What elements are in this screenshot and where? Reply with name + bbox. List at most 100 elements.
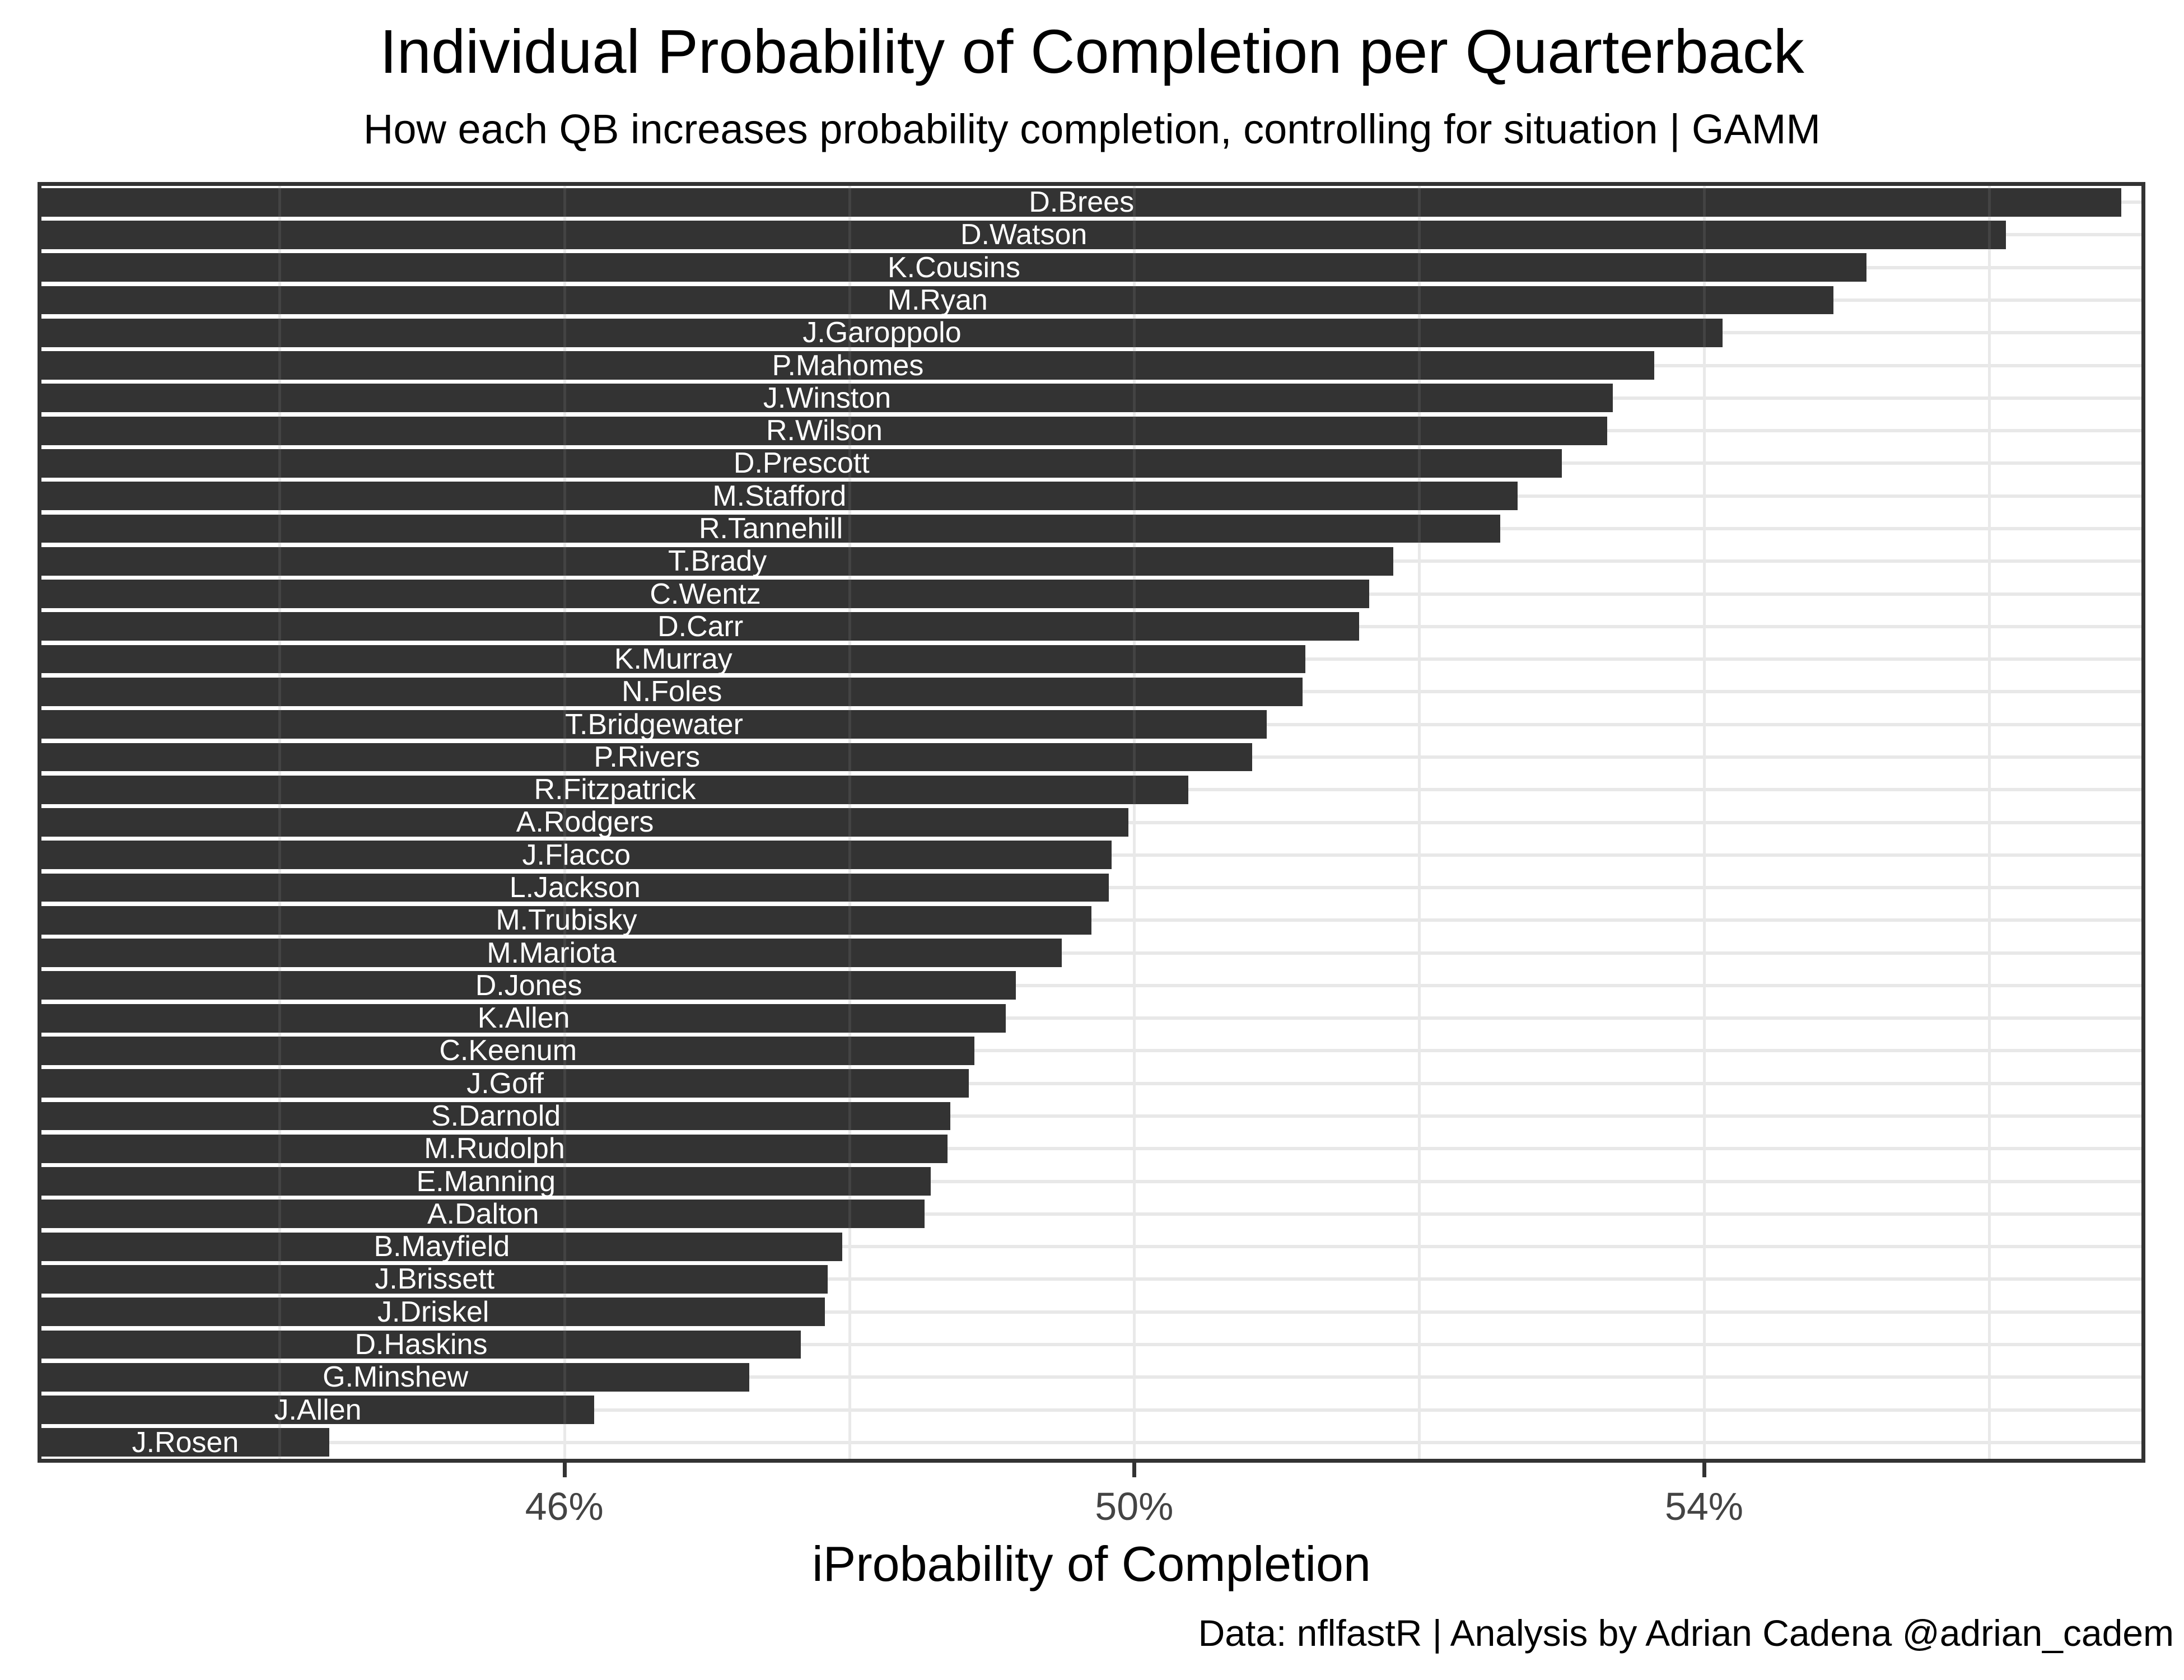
vertical-gridline-overlay: [1133, 186, 1136, 1459]
bar-m-ryan: M.Ryan: [41, 283, 1834, 316]
bar-a-rodgers: A.Rodgers: [41, 806, 1129, 839]
horizontal-gridline: [41, 1310, 2141, 1314]
bar-label: J.Rosen: [132, 1426, 239, 1459]
bar-t-bridgewater: T.Bridgewater: [41, 708, 1267, 741]
bar-d-brees: D.Brees: [41, 186, 2122, 219]
x-axis-tick-mark: [1702, 1463, 1706, 1477]
x-axis-tick-label: 46%: [525, 1485, 604, 1528]
horizontal-gridline: [41, 951, 2141, 955]
horizontal-gridline: [41, 1277, 2141, 1281]
bar-label: A.Dalton: [427, 1197, 539, 1230]
bar-label: K.Murray: [614, 643, 732, 676]
horizontal-gridline: [41, 1049, 2141, 1053]
bar-label: B.Mayfield: [374, 1230, 510, 1263]
bar-m-rudolph: M.Rudolph: [41, 1132, 948, 1165]
bar-j-flacco: J.Flacco: [41, 838, 1112, 871]
chart-caption: Data: nflfastR | Analysis by Adrian Cade…: [1198, 1612, 2174, 1654]
bar-k-murray: K.Murray: [41, 643, 1305, 676]
bar-label: P.Rivers: [594, 740, 701, 773]
bar-r-fitzpatrick: R.Fitzpatrick: [41, 773, 1188, 806]
bar-label: M.Stafford: [712, 479, 847, 512]
bar-label: M.Rudolph: [424, 1132, 565, 1165]
bar-label: T.Bridgewater: [565, 708, 743, 741]
bar-label: E.Manning: [416, 1165, 556, 1198]
bar-label: T.Brady: [668, 545, 767, 578]
bar-d-jones: D.Jones: [41, 969, 1016, 1002]
bar-label: J.Flacco: [522, 838, 631, 871]
bar-k-allen: K.Allen: [41, 1002, 1006, 1035]
bar-m-mariota: M.Mariota: [41, 936, 1062, 969]
chart-subtitle: How each QB increases probability comple…: [363, 106, 1821, 152]
bar-label: R.Wilson: [766, 414, 883, 447]
bar-label: S.Darnold: [431, 1100, 561, 1133]
bar-l-jackson: L.Jackson: [41, 871, 1109, 904]
horizontal-gridline: [41, 1343, 2141, 1346]
x-axis-tick-label: 54%: [1664, 1485, 1744, 1528]
bar-j-driskel: J.Driskel: [41, 1296, 825, 1328]
bar-label: J.Brissett: [375, 1263, 495, 1296]
bar-p-mahomes: P.Mahomes: [41, 349, 1654, 382]
chart-title: Individual Probability of Completion per…: [380, 17, 1804, 86]
bar-label: D.Brees: [1029, 186, 1135, 219]
plot-panel: D.Brees D.Watson K.Cousins M.Ryan J.Garoppol…: [38, 182, 2145, 1463]
bar-r-tannehill: R.Tannehill: [41, 512, 1501, 545]
bar-d-haskins: D.Haskins: [41, 1328, 801, 1361]
bar-label: M.Mariota: [487, 936, 617, 969]
bar-label: M.Ryan: [887, 283, 988, 316]
bar-label: J.Allen: [274, 1393, 362, 1426]
bar-j-brissett: J.Brissett: [41, 1263, 828, 1296]
bar-label: D.Haskins: [354, 1328, 488, 1361]
bar-j-winston: J.Winston: [41, 382, 1613, 414]
bar-label: D.Prescott: [733, 447, 870, 480]
x-axis-tick-mark: [562, 1463, 567, 1477]
horizontal-gridline: [41, 1212, 2141, 1216]
bar-label: J.Garoppolo: [802, 316, 962, 349]
bar-label: C.Keenum: [439, 1034, 577, 1067]
bar-label: R.Tannehill: [698, 512, 843, 545]
bar-label: A.Rodgers: [516, 806, 654, 839]
bar-d-watson: D.Watson: [41, 218, 2006, 251]
bar-r-wilson: R.Wilson: [41, 414, 1607, 447]
bar-a-dalton: A.Dalton: [41, 1197, 925, 1230]
bar-k-cousins: K.Cousins: [41, 251, 1866, 284]
bar-e-manning: E.Manning: [41, 1165, 931, 1198]
bar-j-goff: J.Goff: [41, 1067, 969, 1100]
bar-label: N.Foles: [622, 675, 722, 708]
bar-p-rivers: P.Rivers: [41, 740, 1253, 773]
bar-label: D.Jones: [475, 969, 582, 1002]
bar-label: L.Jackson: [509, 871, 641, 904]
bar-label: K.Cousins: [887, 251, 1020, 284]
horizontal-gridline: [41, 1114, 2141, 1118]
horizontal-gridline: [41, 918, 2141, 922]
bar-j-allen: J.Allen: [41, 1393, 595, 1426]
horizontal-gridline: [41, 1016, 2141, 1020]
horizontal-gridline: [41, 1179, 2141, 1183]
horizontal-gridline: [41, 1440, 2141, 1444]
vertical-gridline-overlay: [278, 186, 281, 1459]
bar-label: K.Allen: [477, 1002, 570, 1035]
bar-label: C.Wentz: [650, 577, 761, 610]
vertical-gridline-overlay: [563, 186, 566, 1459]
bar-g-minshew: G.Minshew: [41, 1361, 750, 1393]
vertical-gridline-overlay: [1987, 186, 1991, 1459]
bar-m-stafford: M.Stafford: [41, 479, 1518, 512]
bar-t-brady: T.Brady: [41, 545, 1394, 578]
horizontal-gridline: [41, 1245, 2141, 1249]
bar-n-foles: N.Foles: [41, 675, 1303, 708]
vertical-gridline-overlay: [1418, 186, 1421, 1459]
plot-area: D.Brees D.Watson K.Cousins M.Ryan J.Garoppol…: [41, 186, 2141, 1459]
bar-label: D.Watson: [960, 218, 1088, 251]
bar-s-darnold: S.Darnold: [41, 1100, 951, 1133]
bar-d-carr: D.Carr: [41, 610, 1360, 643]
x-axis-title: iProbability of Completion: [812, 1536, 1371, 1592]
vertical-gridline-overlay: [848, 186, 851, 1459]
bar-j-rosen: J.Rosen: [41, 1426, 329, 1459]
horizontal-gridline: [41, 1081, 2141, 1085]
x-axis-tick-label: 50%: [1095, 1485, 1174, 1528]
bar-b-mayfield: B.Mayfield: [41, 1230, 842, 1263]
bar-c-wentz: C.Wentz: [41, 577, 1370, 610]
bar-d-prescott: D.Prescott: [41, 447, 1562, 480]
x-axis-tick-mark: [1132, 1463, 1137, 1477]
bar-label: M.Trubisky: [496, 904, 637, 937]
horizontal-gridline: [41, 983, 2141, 987]
